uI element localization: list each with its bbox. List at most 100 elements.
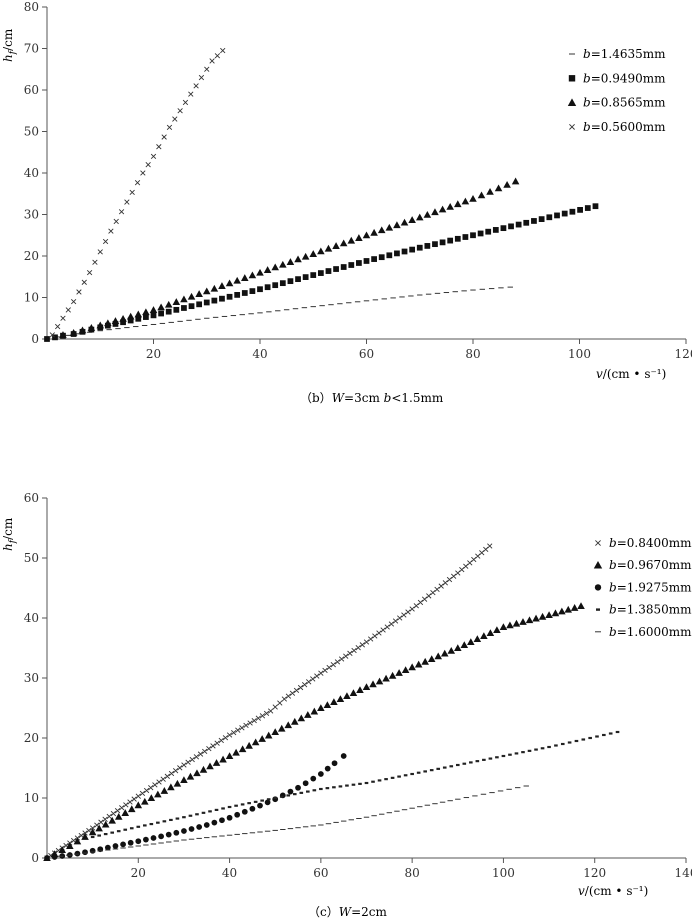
data-point [397,775,401,778]
data-point [314,673,320,679]
data-point [561,210,568,217]
data-point [165,831,172,838]
data-point [240,803,245,806]
data-point [127,317,134,324]
data-point [88,828,97,836]
data-point [372,633,378,639]
data-point [343,653,349,659]
data-point [241,808,248,815]
data-point [429,769,434,772]
data-point [87,324,96,331]
data-point [277,700,283,706]
x-tick-label: 40 [222,866,237,880]
data-point [371,256,377,262]
data-point [347,650,353,657]
data-point [592,203,599,210]
data-point [164,300,173,308]
data-point [124,199,130,205]
data-point [482,758,486,761]
data-point [423,770,427,773]
data-point [253,800,258,803]
data-point [103,833,108,836]
data-point [363,639,370,645]
data-point [81,833,89,840]
data-point [206,762,214,770]
data-point [150,835,157,841]
data-point [219,755,227,763]
data-point [66,842,74,850]
data-point [355,645,361,651]
data-point [409,246,416,253]
data-point [267,708,274,714]
x-tick-label: 80 [465,347,480,361]
data-point [129,827,134,830]
series-b=1.9275mm [44,753,347,861]
data-point [119,805,125,811]
data-point [193,754,200,760]
data-point [226,293,233,300]
data-point [377,226,386,234]
data-point [279,280,286,287]
data-point [131,796,137,802]
data-point [369,680,377,688]
data-point [436,767,441,770]
data-point [442,766,447,769]
data-point [581,738,586,741]
data-point [160,787,169,794]
data-point [371,780,375,783]
data-point [101,820,110,828]
data-point [503,181,511,188]
data-point [73,837,82,845]
data-point [401,666,410,674]
data-point [577,602,585,610]
data-point [378,254,385,261]
data-point [477,230,484,237]
data-point [172,298,181,305]
data-point [114,812,123,820]
data-point [106,813,112,820]
legend-marker [596,608,600,611]
y-tick-label: 30 [24,208,39,222]
data-point [222,735,229,741]
x-tick-label: 40 [252,347,267,361]
data-point [417,599,424,606]
data-point [140,170,146,176]
data-point [165,308,172,315]
data-point [355,234,363,241]
y-tick-label: 80 [24,0,39,14]
data-point [401,612,407,618]
data-point [154,790,162,798]
data-point [343,692,351,700]
data-point [301,252,310,260]
y-tick-label: 40 [24,611,39,625]
data-point [297,714,306,722]
x-tick-label: 80 [405,866,420,880]
data-point [188,826,195,832]
data-point [203,299,210,306]
data-point [450,573,457,579]
data-point [95,824,103,832]
y-axis-label: hf/cm [1,517,18,551]
data-point [384,778,388,781]
data-point [415,213,424,221]
data-point [281,696,288,702]
data-point [405,609,411,615]
data-point [182,99,189,106]
data-point [196,301,203,308]
data-point [289,690,296,696]
data-point [239,725,245,731]
data-point [245,741,253,749]
legend-marker [569,123,575,130]
data-point [438,583,444,589]
data-point [167,783,175,791]
data-point [143,836,149,843]
data-point [96,321,105,329]
data-point [554,744,558,747]
chart-panel-c: 20 40 60 80 100 120 140 0 10 20 30 40 50 60 hf/cm v/(cm… [1,491,692,919]
data-point [168,770,175,777]
data-point [615,730,620,734]
data-point [477,191,486,199]
data-point [241,274,249,281]
data-point [193,769,201,777]
data-point [266,798,271,801]
